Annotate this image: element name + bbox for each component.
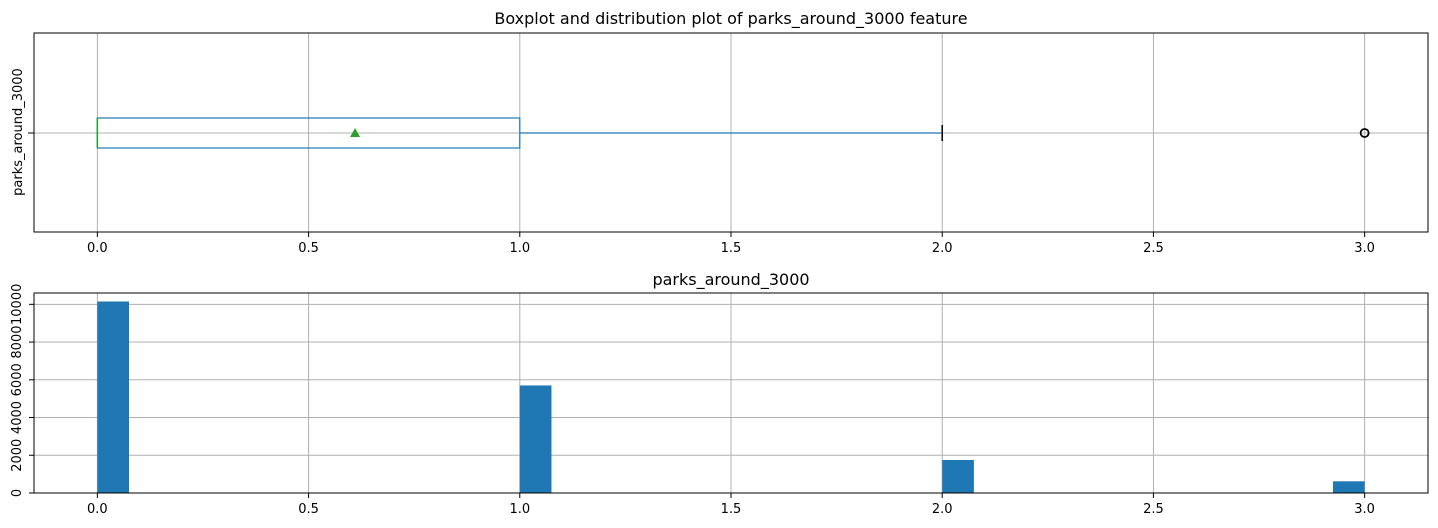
histogram-gridlines xyxy=(34,293,1428,494)
histogram-x-tick-label: 1.0 xyxy=(509,502,530,517)
histogram-y-tick-label: 8000 xyxy=(10,326,25,359)
histogram-bar xyxy=(97,301,130,493)
histogram-x-tick-label: 2.0 xyxy=(932,502,953,517)
histogram-y-tick-label: 4000 xyxy=(10,401,25,434)
boxplot-mean-marker xyxy=(350,128,361,137)
histogram-x-tick-label: 0.5 xyxy=(298,502,319,517)
boxplot-body xyxy=(96,117,1370,149)
boxplot-x-tick-label: 3.0 xyxy=(1354,241,1375,256)
boxplot-x-ticks: 0.0 0.5 1.0 1.5 2.0 2.5 3.0 xyxy=(87,232,1375,256)
boxplot-title: Boxplot and distribution plot of parks_a… xyxy=(494,9,967,29)
histogram-bar xyxy=(1332,481,1365,493)
histogram-y-tick-label: 0 xyxy=(10,489,25,497)
histogram-x-tick-label: 1.5 xyxy=(721,502,742,517)
histogram-y-tick-label: 6000 xyxy=(10,363,25,396)
histogram-bars xyxy=(97,301,1365,493)
histogram-title: parks_around_3000 xyxy=(652,270,809,290)
boxplot-x-tick-label: 1.5 xyxy=(721,241,742,256)
histogram-bar xyxy=(942,459,974,493)
histogram-x-tick-label: 0.0 xyxy=(87,502,108,517)
boxplot-x-tick-label: 1.0 xyxy=(509,241,530,256)
boxplot-outlier xyxy=(1359,128,1370,138)
boxplot-y-label: parks_around_3000 xyxy=(11,68,26,196)
histogram-x-tick-label: 2.5 xyxy=(1143,502,1164,517)
histogram-x-tick-label: 3.0 xyxy=(1354,502,1375,517)
histogram-bar xyxy=(519,385,552,493)
histogram-y-tick-label: 2000 xyxy=(10,439,25,472)
histogram-y-tick-label: 10000 xyxy=(10,284,25,325)
histogram-x-ticks: 0.0 0.5 1.0 1.5 2.0 2.5 3.0 xyxy=(87,493,1375,517)
boxplot-x-tick-label: 0.0 xyxy=(87,241,108,256)
boxplot-x-tick-label: 2.5 xyxy=(1143,241,1164,256)
boxplot-x-tick-label: 0.5 xyxy=(298,241,319,256)
boxplot-x-tick-label: 2.0 xyxy=(932,241,953,256)
